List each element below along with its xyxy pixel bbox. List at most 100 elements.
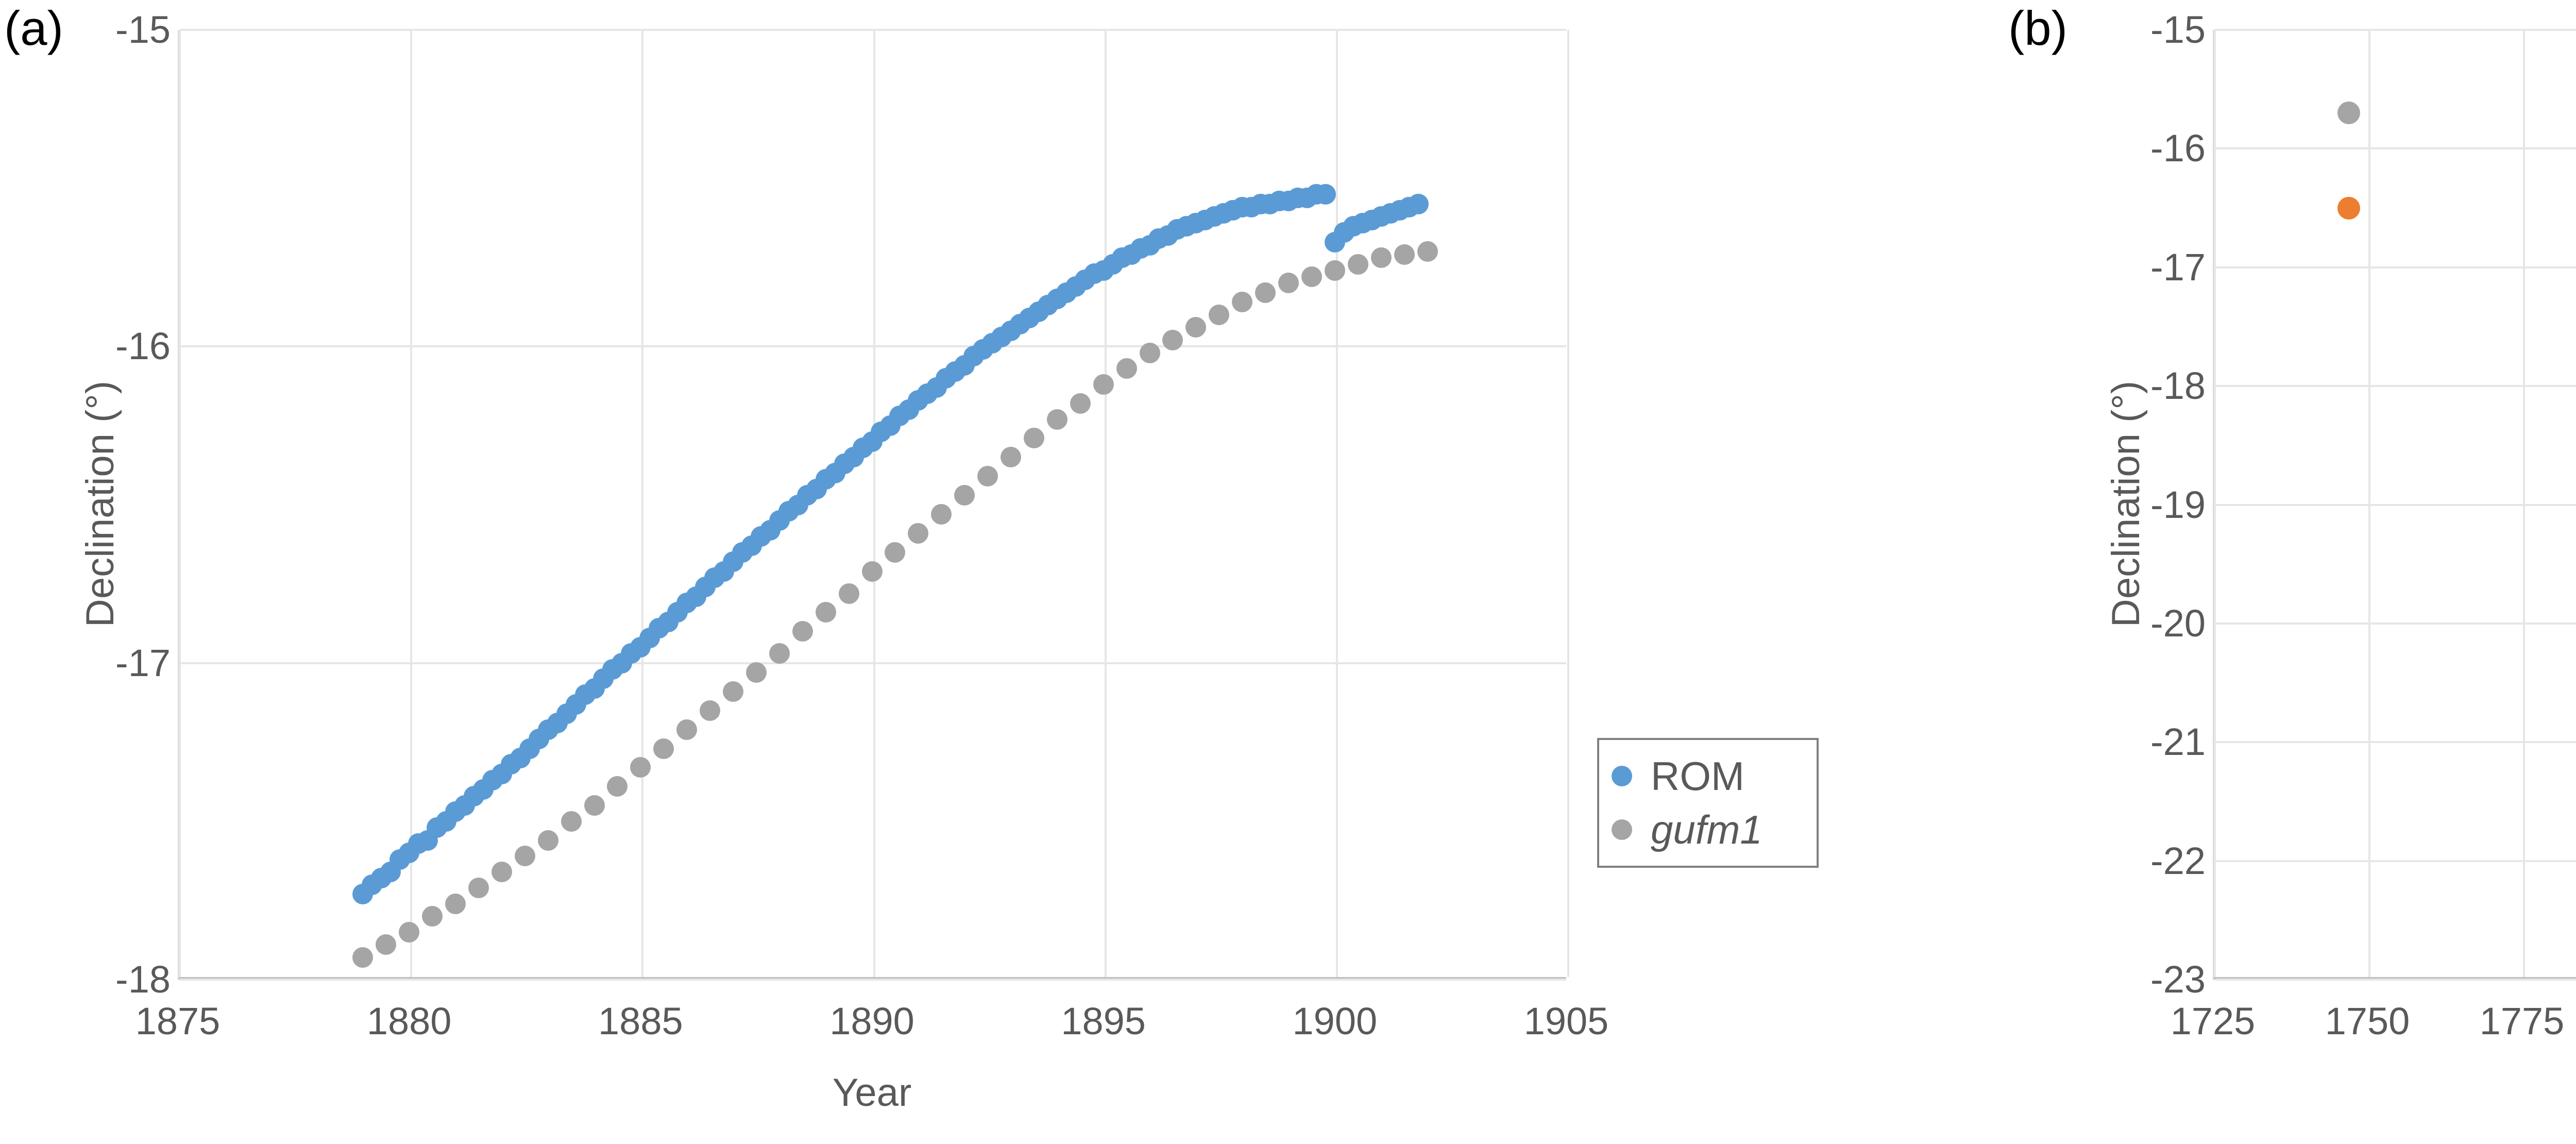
- y-tick-label: -15: [115, 8, 171, 51]
- y-tick-label: -17: [115, 641, 171, 684]
- y-tick-label: -18: [2150, 364, 2206, 408]
- data-point-gufm1: [1046, 409, 1067, 430]
- legend-item[interactable]: gufm1: [1612, 803, 1801, 856]
- panel-a: (a) -15 -16 -17 -18 1875 1880 1885 1890 1895 190…: [4, 1, 1819, 1113]
- y-tick-label: -15: [2150, 8, 2206, 51]
- panel-b: (b): [1999, 0, 2576, 1144]
- gridline-horizontal: [180, 979, 1566, 981]
- gridline-horizontal: [2215, 622, 2576, 625]
- data-point-gufm1: [1301, 266, 1322, 288]
- panel-b-label: (b): [2008, 1, 2067, 55]
- data-point-gufm1: [838, 583, 859, 604]
- data-point-gufm1: [815, 602, 836, 623]
- data-point-gufm1: [445, 893, 466, 914]
- x-tick-label: 1775: [2479, 1000, 2565, 1042]
- data-point-gufm1: [908, 523, 929, 544]
- data-point-gufm1: [1278, 273, 1299, 294]
- data-point-gufm1: [561, 811, 582, 832]
- data-point-gufm1: [468, 877, 489, 898]
- data-point-gufm1: [1093, 374, 1114, 395]
- x-tick-label: 1885: [598, 1000, 683, 1042]
- data-point-gufm1: [653, 738, 674, 759]
- gridline-vertical: [2214, 30, 2216, 977]
- gridline-vertical: [1567, 30, 1569, 977]
- data-point-gufm1: [352, 947, 374, 968]
- data-point-gufm1: [745, 662, 767, 683]
- data-point-gufm1: [1139, 342, 1160, 363]
- y-tick-label: -21: [2150, 720, 2206, 764]
- data-point-gufm1: [630, 757, 651, 778]
- gridline-horizontal: [2215, 266, 2576, 268]
- x-tick-label: 1875: [135, 1000, 221, 1042]
- y-tick-label: -16: [115, 325, 171, 368]
- data-point-gufm1: [376, 934, 397, 955]
- panel-b-x-axis-title: Year: [2522, 1073, 2576, 1113]
- data-point-gufm1: [861, 561, 883, 582]
- data-point-gufm1: [792, 621, 813, 642]
- y-tick-label: -20: [2150, 601, 2206, 645]
- y-tick-label: -22: [2150, 839, 2206, 882]
- x-tick-label: 1895: [1061, 1000, 1146, 1042]
- data-point-gufm1: [607, 776, 628, 797]
- data-point-gufm1: [1023, 428, 1044, 449]
- legend-item[interactable]: ROM: [1612, 749, 1801, 803]
- data-point-gufm1: [1001, 447, 1021, 468]
- data-point-gufm1: [977, 466, 998, 487]
- data-point-gufm1: [723, 681, 743, 702]
- data-point-gufm1: [1417, 241, 1438, 262]
- y-tick-label: -16: [2150, 127, 2206, 170]
- data-point-gufm1: [1324, 260, 1345, 281]
- panel-a-y-axis-title: Declination (°): [78, 380, 122, 627]
- panel-b-y-axis-title: Declination (°): [2104, 380, 2148, 627]
- data-point-gufm1: [885, 542, 906, 563]
- gridline-vertical: [179, 30, 181, 977]
- gridline-vertical: [2523, 30, 2525, 977]
- data-point-gufm1: [1070, 393, 1091, 414]
- legend-marker-icon: [1612, 766, 1632, 786]
- data-point-gufm1: [584, 795, 605, 816]
- data-point-gufm1: [537, 830, 558, 851]
- y-tick-label: -23: [2150, 958, 2206, 1001]
- x-tick-label: 1800: [2573, 1002, 2576, 1040]
- legend-label: gufm1: [1651, 807, 1762, 852]
- x-tick-label: 1725: [2170, 1000, 2256, 1042]
- y-tick-label: -17: [2150, 245, 2206, 289]
- data-point-gufm1: [1370, 247, 1392, 268]
- gridline-horizontal: [2215, 385, 2576, 388]
- data-point-gufm1: [1209, 304, 1230, 325]
- data-point-gufm1: [514, 846, 535, 867]
- gridline-vertical: [641, 30, 644, 977]
- y-tick-label: -19: [2150, 483, 2206, 526]
- data-point-gufm1: [1394, 244, 1415, 265]
- data-point-gufm1: [1185, 317, 1207, 338]
- data-point-rom: [1408, 193, 1429, 214]
- gridline-horizontal: [2215, 741, 2576, 744]
- x-tick-label: 1890: [829, 1000, 914, 1042]
- gridline-horizontal: [2215, 29, 2576, 31]
- data-point-gufm1: [769, 643, 790, 664]
- data-point-madrid: [2337, 196, 2360, 220]
- data-point-gufm1: [1347, 254, 1368, 275]
- data-point-gufm1: [1162, 330, 1183, 351]
- gridline-horizontal: [2215, 503, 2576, 506]
- data-point-gufm1: [676, 719, 698, 740]
- gridline-vertical: [2368, 30, 2370, 977]
- panel-a-plot-area: [178, 29, 1569, 981]
- x-tick-label: 1900: [1292, 1000, 1378, 1042]
- x-tick-label: 1750: [2325, 1000, 2410, 1042]
- gridline-horizontal: [2215, 860, 2576, 862]
- data-point-gufm1: [954, 485, 975, 506]
- gridline-vertical: [410, 30, 413, 977]
- data-point-gufm1: [422, 906, 443, 927]
- data-point-gufm1: [1116, 358, 1137, 379]
- gridline-vertical: [1104, 30, 1107, 977]
- x-tick-label: 1905: [1523, 1000, 1609, 1042]
- gridline-horizontal: [2215, 979, 2576, 981]
- panel-a-label: (a): [4, 1, 63, 55]
- legend-label: ROM: [1651, 753, 1744, 799]
- gridline-horizontal: [2215, 147, 2576, 150]
- panel-a-legend[interactable]: ROM gufm1: [1597, 738, 1819, 868]
- data-point-gufm1: [491, 862, 512, 883]
- data-point-gufm1: [931, 503, 952, 525]
